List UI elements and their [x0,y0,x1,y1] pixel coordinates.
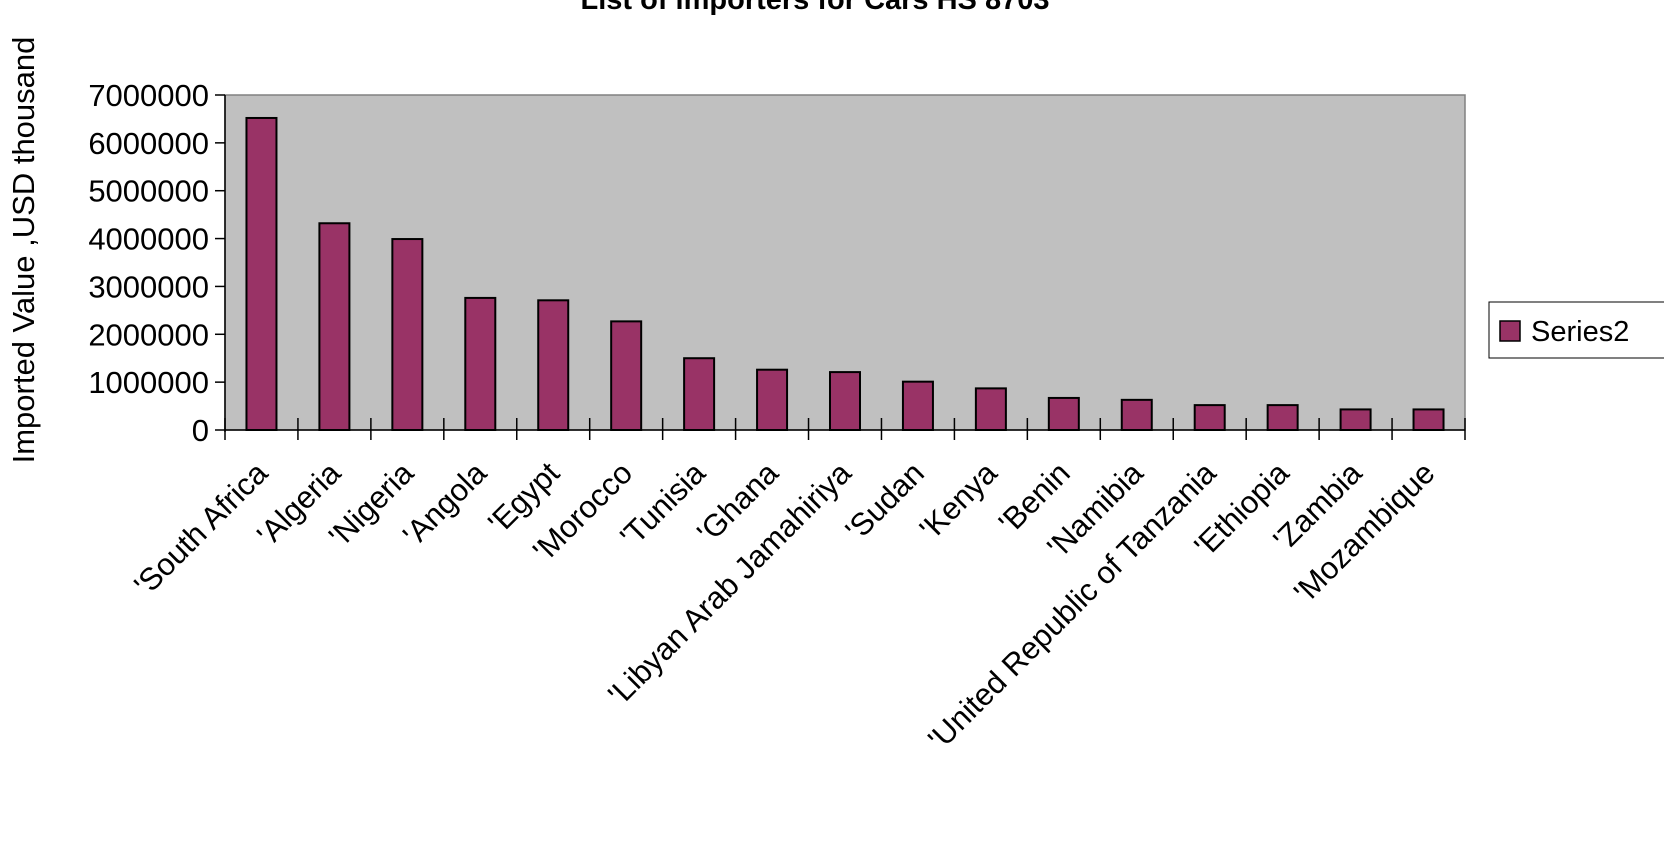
y-tick-label: 1000000 [88,365,209,400]
bar [756,368,789,432]
bar [1047,396,1080,431]
legend-label: Series2 [1531,316,1629,348]
y-tick-label: 6000000 [88,126,209,161]
chart-title: List of importers for Cars HS 8703 [581,0,1050,16]
bar [464,296,497,431]
bar [318,222,351,431]
bar [901,380,934,431]
y-tick-label: 4000000 [88,222,209,257]
x-tick-labels: 'South Africa'Algeria'Nigeria'Angola'Egy… [127,455,1441,757]
bar [537,299,570,431]
legend: Series2 [1488,301,1664,359]
y-axis: 0 1000000 2000000 3000000 4000000 5000000 6000… [88,78,225,448]
x-tick-label: 'Sudan [839,455,931,547]
y-tick-label: 3000000 [88,269,209,304]
bar [610,320,643,431]
bar [974,387,1007,432]
bar [1120,398,1153,432]
bar [683,357,716,432]
x-tick-label: 'Kenya [913,455,1005,547]
y-tick-label: 7000000 [88,78,209,113]
y-axis-label: Imported Value ,USD thousand [6,37,41,464]
y-tick-label: 2000000 [88,317,209,352]
y-tick-label: 5000000 [88,174,209,209]
y-tick-label: 0 [192,413,209,448]
bar [1339,408,1372,431]
x-tick-label: 'Angola [396,455,494,553]
bar [391,238,424,431]
bar [829,371,861,432]
bar [1193,404,1226,432]
legend-swatch [1499,320,1521,342]
bar [1412,408,1445,431]
bar [245,116,278,431]
bar [1266,404,1299,432]
